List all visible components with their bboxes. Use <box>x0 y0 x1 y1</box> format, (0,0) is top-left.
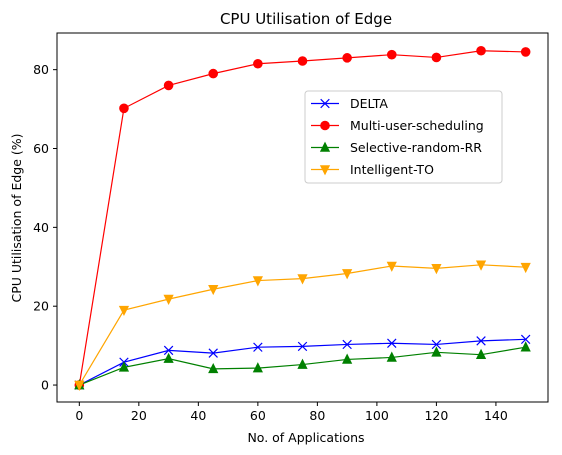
data-point <box>431 264 442 275</box>
x-tick-label: 120 <box>424 408 448 423</box>
y-axis-label: CPU Utilisation of Edge (%) <box>9 133 24 302</box>
data-point <box>297 358 308 369</box>
data-point <box>297 56 308 66</box>
data-point <box>297 274 308 285</box>
x-tick-label: 100 <box>365 408 389 423</box>
data-point <box>208 68 219 79</box>
data-point <box>163 80 174 91</box>
data-point <box>252 362 263 373</box>
legend-label: Selective-random-RR <box>350 140 482 155</box>
data-point <box>387 338 397 348</box>
data-point <box>342 353 353 364</box>
data-point <box>431 346 442 357</box>
axes-layer: 0 20 40 60 80 100 120 140 0 20 40 60 80 <box>33 32 549 423</box>
data-point <box>163 352 174 363</box>
data-point <box>386 351 397 362</box>
data-point <box>520 334 531 345</box>
data-point <box>520 341 531 352</box>
legend-box <box>304 90 503 184</box>
y-tick-label: 20 <box>33 299 49 314</box>
series-intelligent-to <box>74 260 531 391</box>
legend-marker <box>320 120 330 131</box>
data-point <box>386 261 397 272</box>
data-point <box>297 341 308 352</box>
data-point <box>342 269 353 280</box>
series-layer <box>74 45 531 391</box>
data-point <box>431 52 442 63</box>
data-point <box>253 342 263 352</box>
legend-label: DELTA <box>350 96 388 111</box>
y-tick-label: 80 <box>33 62 49 77</box>
data-point <box>520 47 531 57</box>
x-tick-label: 40 <box>190 408 206 423</box>
legend-marker <box>319 141 331 152</box>
data-point <box>386 49 397 60</box>
legend-entry: Intelligent-TO <box>311 162 434 177</box>
data-point <box>208 362 219 374</box>
legend: DELTA Multi-user-scheduling Selective-rand… <box>304 90 503 184</box>
data-point <box>119 103 129 114</box>
x-axis-label: No. of Applications <box>247 430 364 445</box>
x-tick-label: 140 <box>484 408 508 423</box>
legend-entry: Selective-random-RR <box>311 140 482 155</box>
data-point <box>252 276 263 287</box>
data-point <box>342 53 352 63</box>
data-point <box>208 348 218 358</box>
data-point <box>253 58 263 69</box>
data-point <box>74 380 85 391</box>
data-point <box>342 339 352 350</box>
data-point <box>520 262 531 274</box>
legend-entry: DELTA <box>311 96 388 111</box>
y-tick-label: 0 <box>41 378 49 393</box>
data-point <box>475 260 487 271</box>
data-point <box>118 305 130 317</box>
series-delta <box>74 334 531 390</box>
plot-frame <box>56 32 549 403</box>
chart-title: CPU Utilisation of Edge <box>220 10 392 28</box>
x-tick-label: 0 <box>75 408 83 423</box>
x-tick-label: 60 <box>250 408 266 423</box>
data-point <box>163 345 174 356</box>
legend-marker <box>320 98 330 109</box>
data-point <box>476 336 486 346</box>
data-point <box>163 294 174 306</box>
x-tick-label: 80 <box>309 408 325 423</box>
data-point <box>118 361 130 372</box>
legend-label: Multi-user-scheduling <box>350 118 484 133</box>
legend-entry: Multi-user-scheduling <box>311 118 484 133</box>
y-tick-label: 60 <box>33 141 49 156</box>
data-point <box>475 348 487 359</box>
series-selective-random-rr <box>74 341 531 390</box>
data-point <box>208 284 219 296</box>
legend-marker <box>319 165 331 176</box>
data-point <box>431 339 442 350</box>
y-tick-label: 40 <box>33 220 49 235</box>
data-point <box>476 45 486 56</box>
legend-label: Intelligent-TO <box>350 162 434 177</box>
x-tick-label: 20 <box>131 408 147 423</box>
